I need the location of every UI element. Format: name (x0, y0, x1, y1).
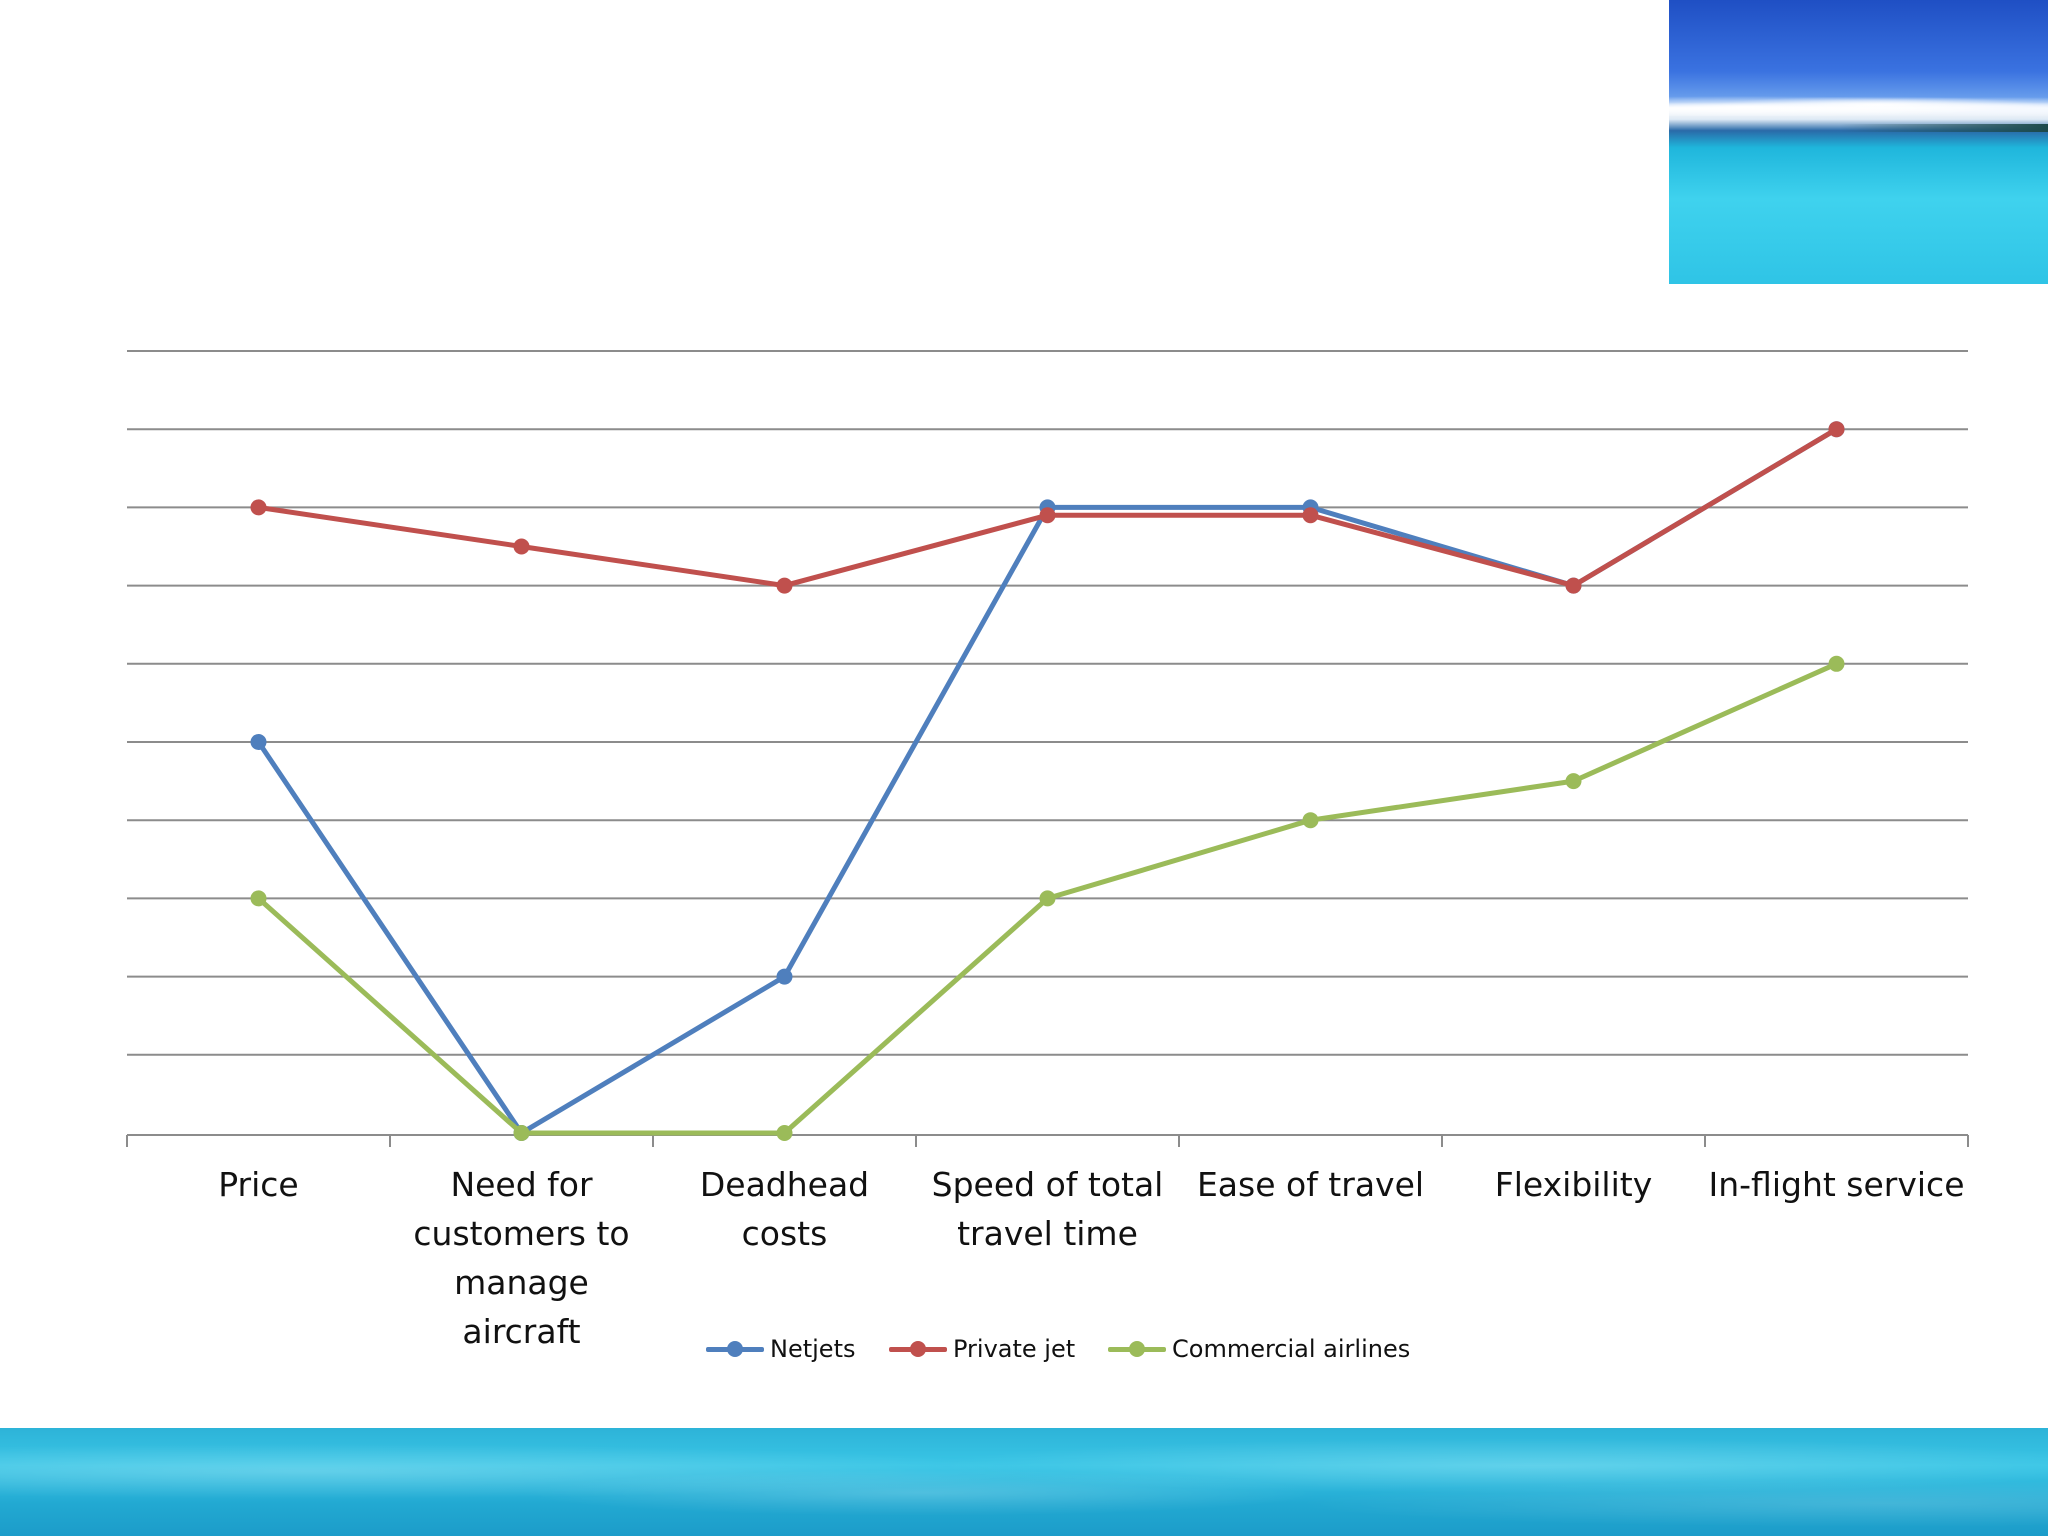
data-point-commercial-airlines-2 (776, 1125, 793, 1141)
data-point-private-jet-0 (250, 499, 267, 516)
data-point-netjets-2 (776, 968, 793, 985)
data-point-commercial-airlines-5 (1565, 773, 1582, 790)
data-point-commercial-airlines-1 (513, 1125, 530, 1141)
chart-legend: Netjets Private jet Commercial airlines (0, 1334, 2048, 1364)
legend-label-commercial-airlines: Commercial airlines (1172, 1335, 1411, 1363)
category-label-4: Ease of travel (1196, 1165, 1425, 1204)
data-point-commercial-airlines-0 (250, 890, 267, 907)
legend-swatch-netjets (706, 1334, 764, 1364)
photo-clouds (1669, 94, 2048, 116)
sea-photo (1669, 0, 2048, 284)
water-footer-band (0, 1428, 2048, 1536)
legend-item-commercial-airlines: Commercial airlines (1108, 1334, 1410, 1364)
category-label-6: In-flight service (1708, 1165, 1965, 1204)
data-point-private-jet-1 (513, 538, 530, 555)
data-point-private-jet-6 (1828, 421, 1845, 438)
category-label-0: Price (218, 1165, 299, 1204)
category-label-2: Deadhead costs (699, 1165, 870, 1253)
water-ripple (0, 1428, 2048, 1536)
data-point-private-jet-3 (1039, 507, 1056, 524)
legend-item-private-jet: Private jet (889, 1334, 1075, 1364)
series-line-netjets (256, 426, 1839, 1136)
data-point-private-jet-4 (1302, 507, 1319, 524)
data-point-netjets-0 (250, 734, 267, 750)
data-point-commercial-airlines-6 (1828, 655, 1845, 672)
data-point-commercial-airlines-3 (1039, 890, 1056, 907)
legend-item-netjets: Netjets (706, 1334, 855, 1364)
data-point-private-jet-5 (1565, 577, 1582, 594)
data-point-private-jet-2 (776, 577, 793, 594)
photo-shoreline (1839, 124, 2048, 132)
legend-swatch-commercial-airlines (1108, 1334, 1166, 1364)
category-label-3: Speed of total travel time (931, 1165, 1164, 1253)
legend-label-netjets: Netjets (770, 1335, 856, 1363)
legend-swatch-private-jet (889, 1334, 947, 1364)
legend-label-private-jet: Private jet (953, 1335, 1076, 1363)
category-label-1: Need for customers to manage aircraft (413, 1165, 630, 1351)
data-point-commercial-airlines-4 (1302, 812, 1319, 829)
category-label-5: Flexibility (1494, 1165, 1653, 1204)
